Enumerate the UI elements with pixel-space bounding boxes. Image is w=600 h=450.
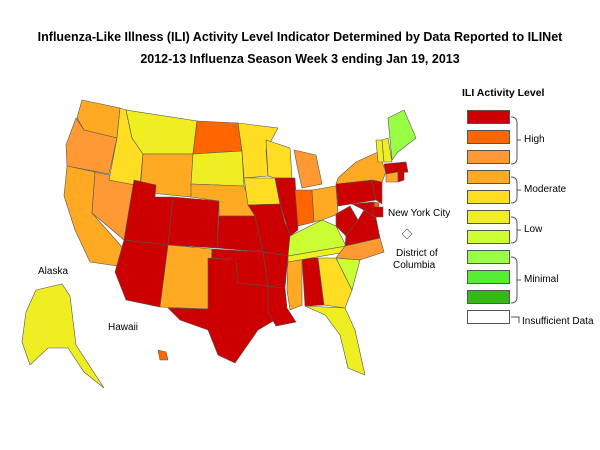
state-texas	[167, 257, 276, 364]
state-mississippi	[286, 257, 303, 311]
state-indiana	[294, 189, 315, 227]
nyc-label: New York City	[388, 208, 451, 219]
legend-brackets	[510, 116, 521, 323]
alaska-label: Alaska	[38, 266, 69, 277]
state-north-dakota	[192, 120, 243, 155]
legend-swatch-10	[467, 110, 510, 124]
legend-label-high: High	[524, 134, 545, 145]
legend-swatch-8	[467, 150, 510, 164]
state-arizona	[114, 239, 169, 308]
state-illinois	[274, 177, 299, 237]
state-connecticut	[385, 171, 399, 183]
legend-label-moderate: Moderate	[524, 184, 567, 195]
state-michigan	[293, 149, 323, 189]
legend-swatch-4	[467, 230, 510, 244]
map-title: Influenza-Like Illness (ILI) Activity Le…	[37, 30, 563, 44]
state-georgia	[317, 257, 353, 309]
bracket-low	[510, 216, 518, 244]
legend-title: ILI Activity Level	[462, 87, 545, 99]
bracket-insufficient	[511, 316, 520, 323]
dc-label-1: District of	[396, 248, 438, 259]
state-hawaii	[157, 349, 169, 361]
legend-swatch-5	[467, 210, 510, 224]
state-kentucky	[287, 219, 347, 257]
legend-swatch-9	[467, 130, 510, 144]
bracket-high	[510, 116, 518, 165]
state-rhode-island	[397, 171, 405, 183]
hawaii-label: Hawaii	[108, 322, 139, 333]
state-new-hampshire	[381, 137, 393, 163]
state-louisiana	[267, 285, 297, 327]
legend-swatch-3	[467, 250, 510, 264]
state-maryland	[350, 201, 377, 219]
state-florida	[304, 305, 366, 376]
map-subtitle: 2012-13 Influenza Season Week 3 ending J…	[140, 52, 460, 66]
dc	[401, 228, 413, 240]
legend-label-insufficient: Insufficient Data	[522, 316, 594, 327]
legend-swatch-0	[467, 310, 510, 324]
legend-label-low: Low	[524, 224, 543, 235]
state-alaska	[21, 283, 105, 389]
dc-label-2: Columbia	[393, 260, 436, 271]
legend-swatch-6	[467, 190, 510, 204]
state-maine	[387, 109, 417, 161]
state-colorado	[167, 196, 220, 249]
bracket-moderate	[510, 176, 518, 204]
bracket-minimal	[510, 256, 518, 304]
state-south-dakota	[190, 150, 245, 187]
legend-label-minimal: Minimal	[524, 274, 559, 285]
state-wisconsin	[265, 139, 293, 179]
legend-swatch-1	[467, 290, 510, 304]
state-massachusetts	[383, 161, 409, 175]
state-iowa	[243, 177, 281, 206]
legend-swatch-2	[467, 270, 510, 284]
state-new-york	[335, 151, 387, 185]
state-oregon	[65, 117, 118, 175]
state-new-mexico	[159, 244, 213, 310]
nyc	[372, 206, 384, 218]
state-ohio	[311, 185, 339, 223]
legend-swatch-7	[467, 170, 510, 184]
